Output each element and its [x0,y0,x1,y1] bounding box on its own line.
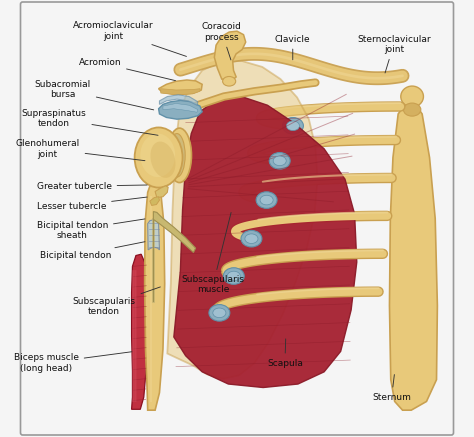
Text: Bicipital tendon
sheath: Bicipital tendon sheath [36,219,145,240]
Ellipse shape [150,142,175,178]
Ellipse shape [256,192,277,208]
Polygon shape [150,197,159,205]
Text: Scapula: Scapula [267,339,303,368]
Text: Acromion: Acromion [79,58,175,81]
Ellipse shape [209,305,230,321]
Ellipse shape [223,76,236,86]
Polygon shape [154,212,196,253]
Text: Supraspinatus
tendon: Supraspinatus tendon [22,109,158,135]
Polygon shape [174,97,357,388]
Polygon shape [167,61,318,379]
Ellipse shape [167,128,191,183]
Text: Sternum: Sternum [372,375,411,402]
Ellipse shape [169,134,185,177]
Polygon shape [145,179,164,410]
Polygon shape [214,31,246,80]
Ellipse shape [245,234,258,243]
Text: Clavicle: Clavicle [275,35,310,60]
Polygon shape [163,104,198,112]
Polygon shape [159,80,202,94]
Ellipse shape [283,118,303,134]
Text: Coracoid
process: Coracoid process [202,22,242,60]
Polygon shape [159,101,202,119]
Ellipse shape [140,134,175,177]
Text: Glenohumeral
joint: Glenohumeral joint [15,139,145,161]
Polygon shape [161,89,200,95]
Text: Bicipital tendon: Bicipital tendon [40,242,145,260]
Ellipse shape [273,156,286,166]
Text: Sternoclavicular
joint: Sternoclavicular joint [357,35,431,73]
Text: Subscapularis
muscle: Subscapularis muscle [182,212,245,295]
Text: Acromioclavicular
joint: Acromioclavicular joint [73,21,186,56]
Polygon shape [132,254,148,409]
Ellipse shape [269,153,290,169]
Polygon shape [159,95,198,105]
Ellipse shape [213,308,226,318]
Text: Greater tubercle: Greater tubercle [36,182,147,191]
Polygon shape [390,102,438,410]
Ellipse shape [135,128,182,187]
Ellipse shape [223,268,244,284]
Text: Subscapularis
tendon: Subscapularis tendon [73,287,160,316]
Ellipse shape [241,230,262,247]
Ellipse shape [286,121,300,131]
Ellipse shape [401,86,423,107]
Ellipse shape [403,103,421,116]
Text: Biceps muscle
(long head): Biceps muscle (long head) [14,352,132,373]
Text: Lesser tubercle: Lesser tubercle [36,197,147,211]
Polygon shape [148,220,159,250]
Ellipse shape [260,195,273,205]
Ellipse shape [227,271,240,281]
Text: Subacromial
bursa: Subacromial bursa [35,80,154,110]
Polygon shape [155,186,168,198]
